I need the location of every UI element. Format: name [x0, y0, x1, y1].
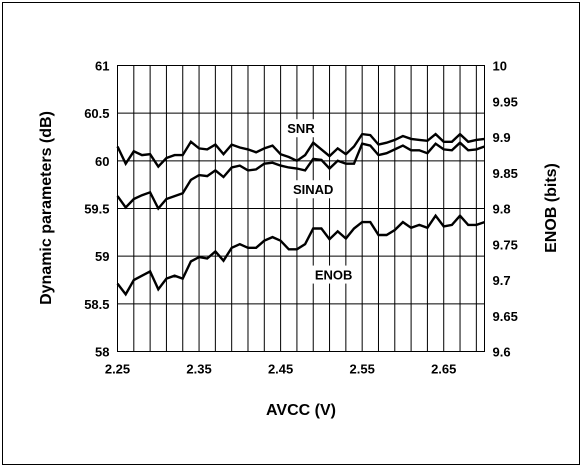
- series-label-snr: SNR: [287, 121, 315, 136]
- y2-axis-title: ENOB (bits): [543, 163, 560, 253]
- series-label-bg: [283, 119, 319, 138]
- y2-tick-label: 10: [493, 59, 507, 74]
- y2-tick-label: 9.85: [493, 166, 518, 181]
- y-tick-labels: 58 58.5 59 59.5 60 60.5 61: [84, 59, 109, 360]
- plot-border: [117, 65, 485, 352]
- series-label-bg: [311, 265, 356, 284]
- y-tick-label: 60.5: [84, 106, 109, 121]
- series-labels: SNR SINAD ENOB: [283, 119, 356, 284]
- y-tick-label: 58: [95, 345, 109, 360]
- series-label-enob: ENOB: [315, 268, 353, 283]
- y2-tick-label: 9.6: [493, 345, 511, 360]
- y2-tick-label: 9.9: [493, 130, 511, 145]
- y-tick-label: 61: [95, 59, 109, 74]
- y2-tick-label: 9.8: [493, 202, 511, 217]
- series-line-sinad: [116, 141, 485, 211]
- x-tick-label: 2.25: [105, 362, 130, 377]
- y-tick-label: 58.5: [84, 297, 109, 312]
- x-tick-labels: 2.25 2.35 2.45 2.55 2.65: [105, 362, 457, 377]
- y2-tick-label: 9.65: [493, 309, 518, 324]
- y2-tick-label: 9.7: [493, 273, 511, 288]
- x-axis-title: AVCC (V): [266, 402, 336, 419]
- y-tick-label: 60: [95, 154, 109, 169]
- x-tick-label: 2.35: [186, 362, 211, 377]
- chart-svg: 2.25 2.35 2.45 2.55 2.65 58 58.5 59 59.5 60 60.5 6…: [38, 59, 560, 420]
- x-tick-label: 2.55: [350, 362, 375, 377]
- series-label-bg: [286, 180, 340, 199]
- x-tick-label: 2.45: [268, 362, 293, 377]
- y-axis-title: Dynamic parameters (dB): [38, 111, 55, 305]
- y2-tick-label: 9.95: [493, 94, 518, 109]
- y-tick-label: 59.5: [84, 202, 109, 217]
- series-line-enob: [116, 213, 485, 297]
- series-lines: [116, 132, 485, 297]
- y2-tick-label: 9.75: [493, 237, 518, 252]
- x-tick-label: 2.65: [431, 362, 456, 377]
- grid-horizontal: [117, 65, 485, 352]
- chart-frame: 2.25 2.35 2.45 2.55 2.65 58 58.5 59 59.5 60 60.5 6…: [2, 2, 580, 465]
- y2-tick-labels: 9.6 9.65 9.7 9.75 9.8 9.85 9.9 9.95 10: [493, 59, 518, 360]
- series-line-snr: [116, 132, 485, 169]
- y-tick-label: 59: [95, 249, 109, 264]
- series-label-sinad: SINAD: [293, 182, 333, 197]
